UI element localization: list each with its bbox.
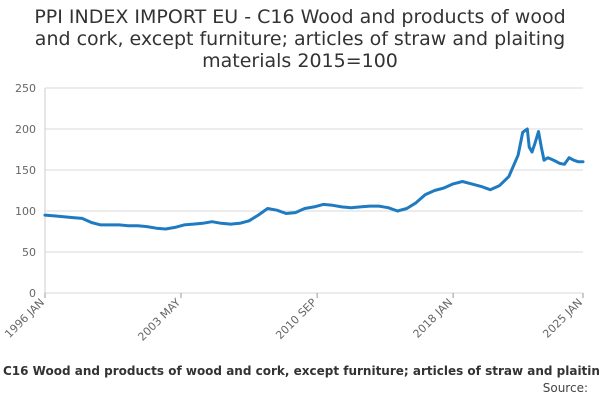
x-tick-label: 2010 SEP xyxy=(273,296,319,342)
y-tick-label: 200 xyxy=(15,123,36,136)
x-tick-label: 2025 JAN xyxy=(540,296,585,341)
x-tick-label: 1996 JAN xyxy=(2,296,47,341)
legend-label: C16 Wood and products of wood and cork, … xyxy=(3,364,600,378)
x-tick-label: 2003 MAY xyxy=(135,296,183,344)
chart-title: PPI INDEX IMPORT EU - C16 Wood and produ… xyxy=(0,6,600,72)
chart-title-line-1: PPI INDEX IMPORT EU - C16 Wood and produ… xyxy=(34,6,566,28)
y-tick-label: 50 xyxy=(22,246,36,259)
grid-lines xyxy=(45,87,583,294)
x-tick-labels: 1996 JAN 2003 MAY 2010 SEP 2018 JAN 2025 JAN xyxy=(2,296,585,344)
x-tick-label: 2018 JAN xyxy=(411,296,456,341)
y-tick-label: 250 xyxy=(15,82,36,95)
series-line-0 xyxy=(43,127,585,231)
y-tick-label: 150 xyxy=(15,164,36,177)
chart-title-line-2: and cork, except furniture; articles of … xyxy=(34,28,566,50)
y-tick-label: 0 xyxy=(29,287,36,300)
y-tick-label: 100 xyxy=(15,205,36,218)
y-tick-labels: 0 50 100 150 200 250 xyxy=(15,82,36,300)
source-label: Source: xyxy=(542,381,588,395)
axes xyxy=(44,88,584,298)
chart-title-line-3: materials 2015=100 xyxy=(202,50,398,72)
series-layer xyxy=(43,127,585,231)
